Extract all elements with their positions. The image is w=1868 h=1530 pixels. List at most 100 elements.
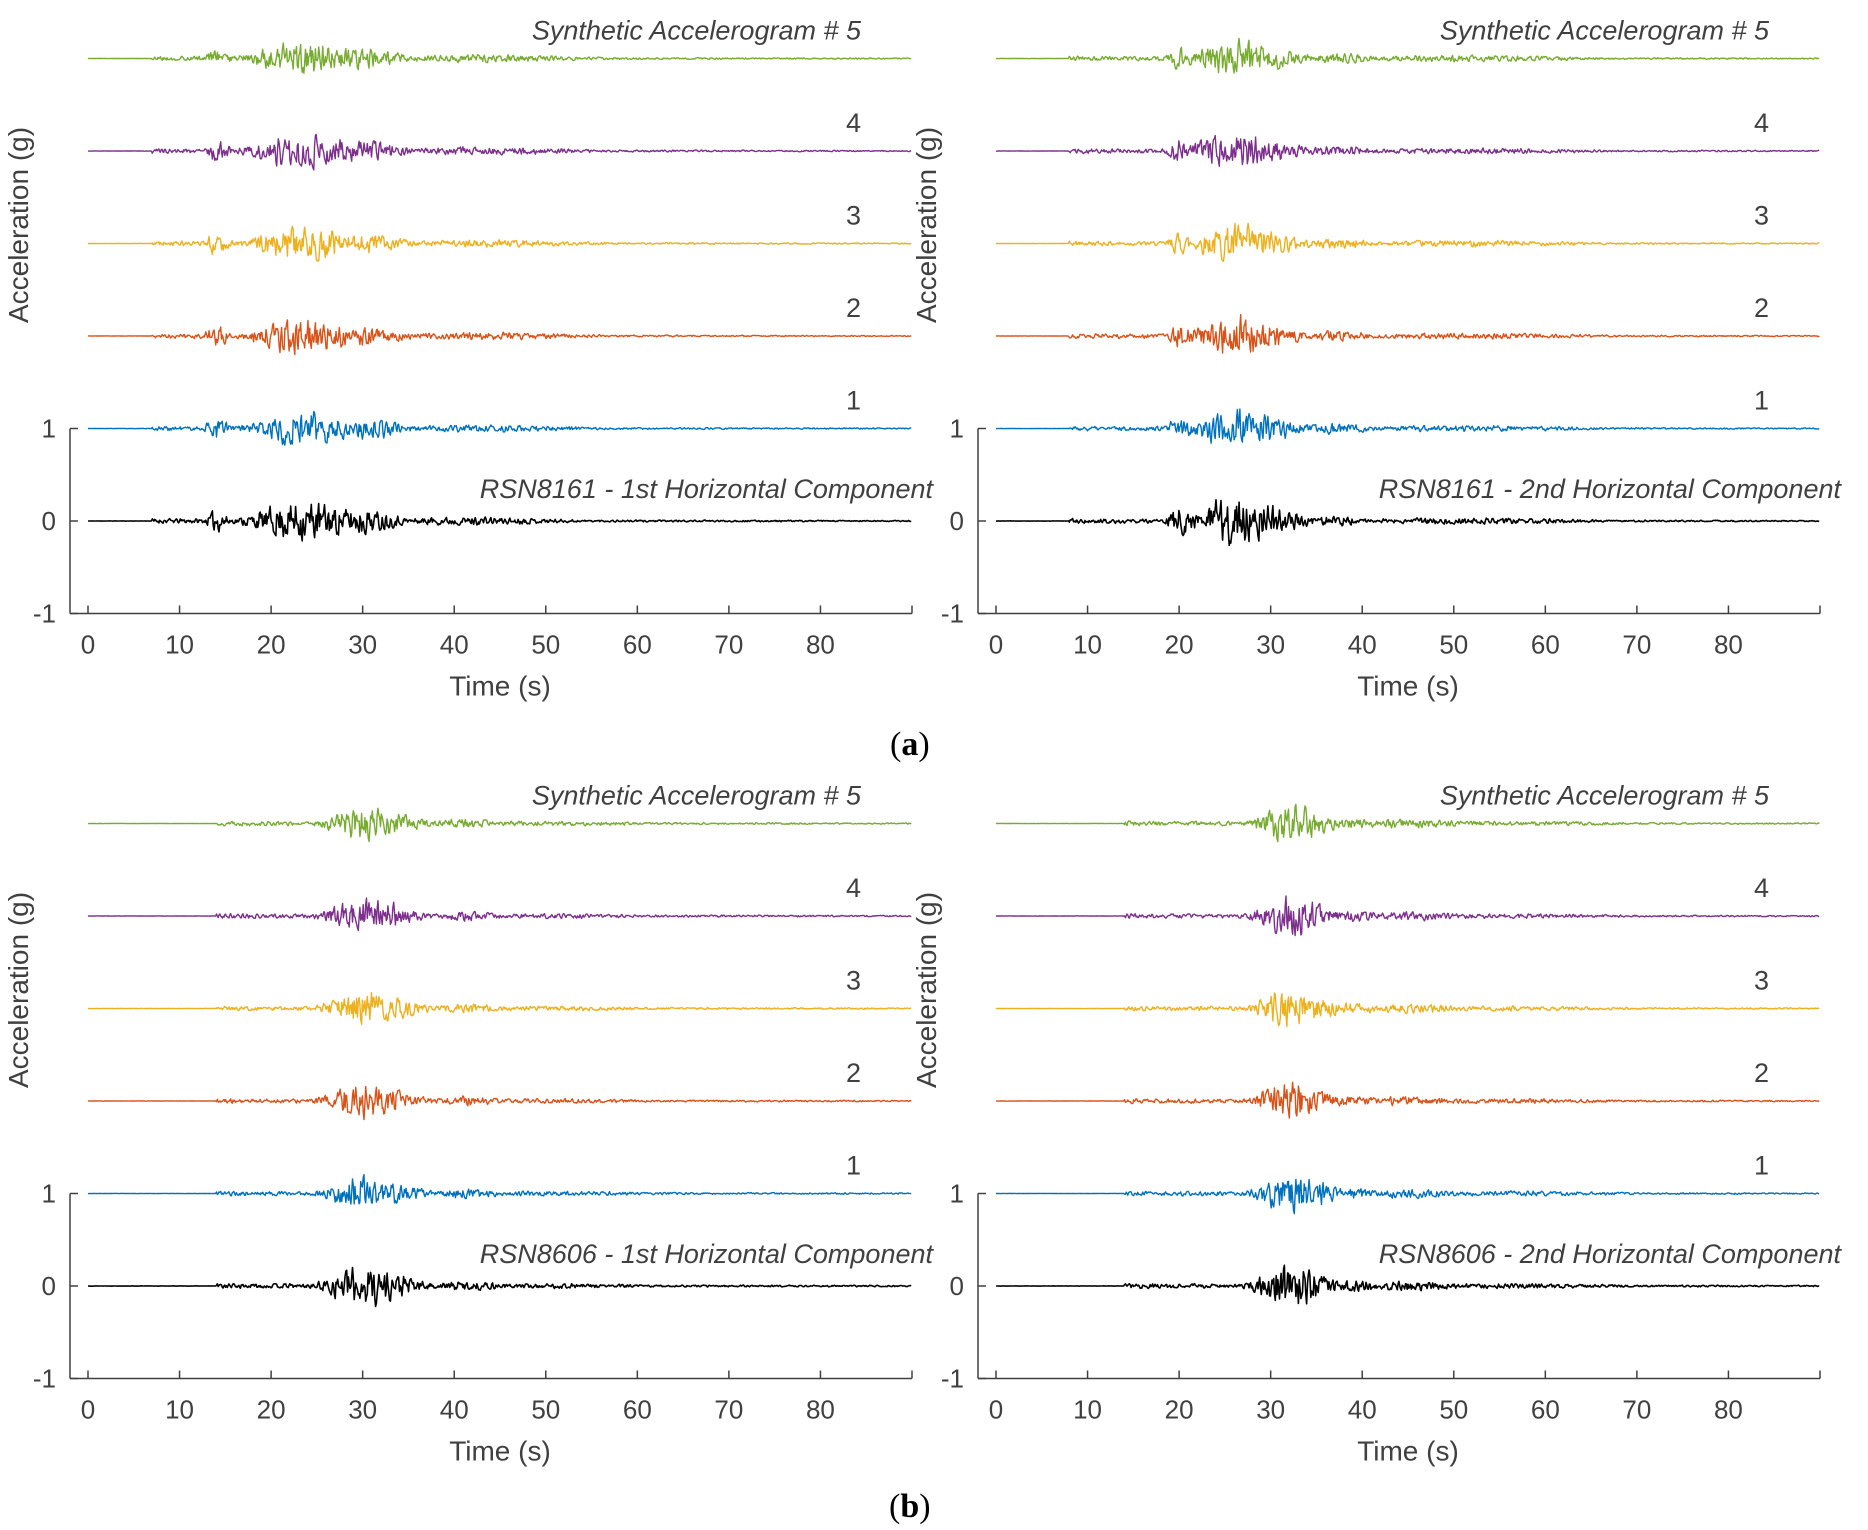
y-tick-label: 1 bbox=[42, 1179, 56, 1209]
y-axis-label: Acceleration (g) bbox=[3, 127, 34, 323]
x-axis-label: Time (s) bbox=[449, 671, 551, 702]
series-trace-5 bbox=[995, 37, 1820, 74]
x-axis-label: Time (s) bbox=[449, 1436, 551, 1467]
series-trace-5 bbox=[995, 803, 1820, 843]
y-axis-label: Acceleration (g) bbox=[911, 127, 942, 323]
series-trace-5 bbox=[87, 42, 912, 74]
series-trace-2 bbox=[87, 319, 912, 356]
series-label-2: 2 bbox=[1754, 293, 1769, 323]
x-tick-label: 50 bbox=[1439, 1395, 1468, 1425]
series-trace-3 bbox=[996, 222, 1820, 262]
panel-label-a-letter: a bbox=[901, 726, 919, 763]
x-axis-label: Time (s) bbox=[1357, 1436, 1459, 1467]
series-trace-1 bbox=[995, 1178, 1820, 1215]
y-tick-label: -1 bbox=[33, 599, 56, 629]
series-trace-4 bbox=[995, 895, 1820, 937]
x-tick-label: 20 bbox=[1165, 630, 1194, 660]
series-label-2: 2 bbox=[846, 293, 861, 323]
x-axis-label: Time (s) bbox=[1357, 671, 1459, 702]
x-tick-label: 0 bbox=[81, 1395, 95, 1425]
series-trace-4 bbox=[87, 897, 912, 932]
panel-label-a-close: ) bbox=[918, 726, 930, 763]
series-trace-1 bbox=[995, 408, 1820, 444]
series-trace-5 bbox=[88, 807, 912, 843]
series-label-1: 1 bbox=[1754, 386, 1769, 416]
y-tick-label: -1 bbox=[941, 1364, 964, 1394]
x-tick-label: 80 bbox=[806, 630, 835, 660]
series-label-3: 3 bbox=[846, 201, 861, 231]
series-label-3: 3 bbox=[1754, 201, 1769, 231]
x-tick-label: 50 bbox=[1439, 630, 1468, 660]
y-tick-label: 1 bbox=[42, 414, 56, 444]
series-label-0: RSN8161 - 1st Horizontal Component bbox=[480, 474, 935, 504]
series-trace-0 bbox=[88, 502, 912, 542]
x-tick-label: 30 bbox=[1256, 630, 1285, 660]
panel-label-b-letter: b bbox=[900, 1488, 920, 1525]
x-tick-label: 80 bbox=[1714, 1395, 1743, 1425]
x-tick-label: 80 bbox=[1714, 630, 1743, 660]
series-trace-0 bbox=[995, 1264, 1820, 1305]
x-tick-label: 60 bbox=[1531, 630, 1560, 660]
x-tick-label: 50 bbox=[531, 630, 560, 660]
series-trace-1 bbox=[87, 1173, 912, 1205]
x-tick-label: 20 bbox=[257, 630, 286, 660]
series-label-4: 4 bbox=[1754, 873, 1769, 903]
series-label-0: RSN8606 - 2nd Horizontal Component bbox=[1379, 1239, 1843, 1269]
x-tick-label: 10 bbox=[165, 1395, 194, 1425]
panel-label-b: (b) bbox=[889, 1488, 931, 1526]
y-tick-label: -1 bbox=[33, 1364, 56, 1394]
x-tick-label: 20 bbox=[1165, 1395, 1194, 1425]
y-tick-label: 0 bbox=[42, 1271, 56, 1301]
x-tick-label: 50 bbox=[531, 1395, 560, 1425]
series-label-1: 1 bbox=[846, 386, 861, 416]
x-tick-label: 40 bbox=[440, 630, 469, 660]
series-label-4: 4 bbox=[846, 873, 861, 903]
series-trace-2 bbox=[995, 313, 1820, 354]
panel-label-b-open: ( bbox=[889, 1488, 901, 1525]
series-trace-1 bbox=[88, 410, 912, 446]
series-label-5: Synthetic Accelerogram # 5 bbox=[532, 16, 862, 46]
x-tick-label: 80 bbox=[806, 1395, 835, 1425]
x-tick-label: 10 bbox=[165, 630, 194, 660]
x-tick-label: 70 bbox=[1622, 630, 1651, 660]
series-trace-3 bbox=[87, 225, 912, 262]
y-axis-label: Acceleration (g) bbox=[3, 892, 34, 1088]
y-tick-label: 1 bbox=[950, 1179, 964, 1209]
series-label-2: 2 bbox=[846, 1058, 861, 1088]
series-label-4: 4 bbox=[846, 108, 861, 138]
series-label-4: 4 bbox=[1754, 108, 1769, 138]
y-tick-label: 1 bbox=[950, 414, 964, 444]
x-tick-label: 70 bbox=[1622, 1395, 1651, 1425]
series-trace-2 bbox=[87, 1085, 912, 1121]
panel-label-a: (a) bbox=[890, 726, 930, 764]
x-tick-label: 0 bbox=[989, 630, 1003, 660]
x-tick-label: 30 bbox=[348, 1395, 377, 1425]
series-label-5: Synthetic Accelerogram # 5 bbox=[1440, 781, 1770, 811]
series-label-3: 3 bbox=[846, 966, 861, 996]
x-tick-label: 30 bbox=[1256, 1395, 1285, 1425]
x-tick-label: 10 bbox=[1073, 1395, 1102, 1425]
series-trace-4 bbox=[995, 134, 1820, 167]
panel-label-b-close: ) bbox=[919, 1488, 931, 1525]
series-trace-3 bbox=[87, 992, 912, 1026]
x-tick-label: 60 bbox=[623, 630, 652, 660]
series-trace-0 bbox=[88, 1266, 912, 1308]
x-tick-label: 0 bbox=[989, 1395, 1003, 1425]
series-label-5: Synthetic Accelerogram # 5 bbox=[1440, 16, 1770, 46]
y-tick-label: 0 bbox=[950, 506, 964, 536]
panel-label-a-open: ( bbox=[890, 726, 902, 763]
series-label-1: 1 bbox=[846, 1151, 861, 1181]
series-label-3: 3 bbox=[1754, 966, 1769, 996]
series-trace-0 bbox=[995, 498, 1820, 547]
x-tick-label: 40 bbox=[440, 1395, 469, 1425]
x-tick-label: 30 bbox=[348, 630, 377, 660]
series-label-2: 2 bbox=[1754, 1058, 1769, 1088]
y-tick-label: 0 bbox=[42, 506, 56, 536]
y-tick-label: -1 bbox=[941, 599, 964, 629]
series-trace-3 bbox=[995, 992, 1820, 1028]
series-label-0: RSN8161 - 2nd Horizontal Component bbox=[1379, 474, 1843, 504]
